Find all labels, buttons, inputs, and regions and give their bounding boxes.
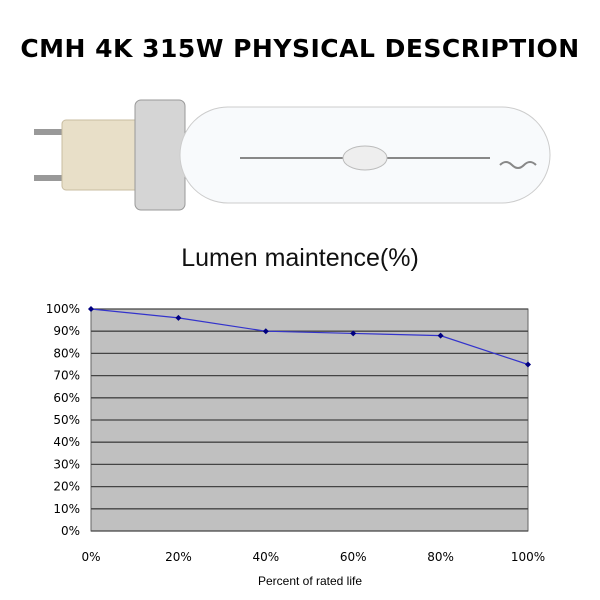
chart-title: Lumen maintence(%) <box>181 244 419 272</box>
data-point <box>437 332 444 339</box>
y-tick-label: 90% <box>53 324 80 338</box>
pin-bottom <box>34 175 64 181</box>
x-tick-label: 40% <box>252 550 279 564</box>
y-tick-label: 100% <box>46 302 80 316</box>
y-tick-label: 0% <box>61 524 80 538</box>
page-title: CMH 4K 315W PHYSICAL DESCRIPTION <box>20 34 580 63</box>
data-point <box>350 330 357 337</box>
x-tick-label: 80% <box>427 550 454 564</box>
y-tick-label: 10% <box>53 502 80 516</box>
data-point <box>262 328 269 335</box>
lamp-base <box>61 119 143 191</box>
data-point <box>525 361 531 368</box>
x-tick-label: 100% <box>511 550 545 564</box>
data-point <box>88 306 94 312</box>
x-tick-label: 20% <box>165 550 192 564</box>
lamp-image <box>34 99 551 211</box>
arc-tube <box>342 145 388 171</box>
y-tick-label: 40% <box>53 435 80 449</box>
x-axis-label: Percent of rated life <box>257 574 363 588</box>
y-tick-label: 20% <box>53 480 80 494</box>
y-tick-label: 70% <box>53 369 80 383</box>
y-tick-label: 50% <box>53 413 80 427</box>
x-tick-label: 60% <box>340 550 367 564</box>
metal-cap <box>134 99 186 211</box>
y-tick-label: 80% <box>53 346 80 360</box>
line-chart: 0% 10% 20% 30% 40% 50% 60% 70% 80% 90% 100% 0% 20% 40… <box>46 302 545 564</box>
y-tick-label: 60% <box>53 391 80 405</box>
x-tick-label: 0% <box>81 550 100 564</box>
data-point <box>175 314 182 321</box>
y-tick-label: 30% <box>53 457 80 471</box>
series-line <box>90 308 529 366</box>
pin-top <box>34 129 64 135</box>
